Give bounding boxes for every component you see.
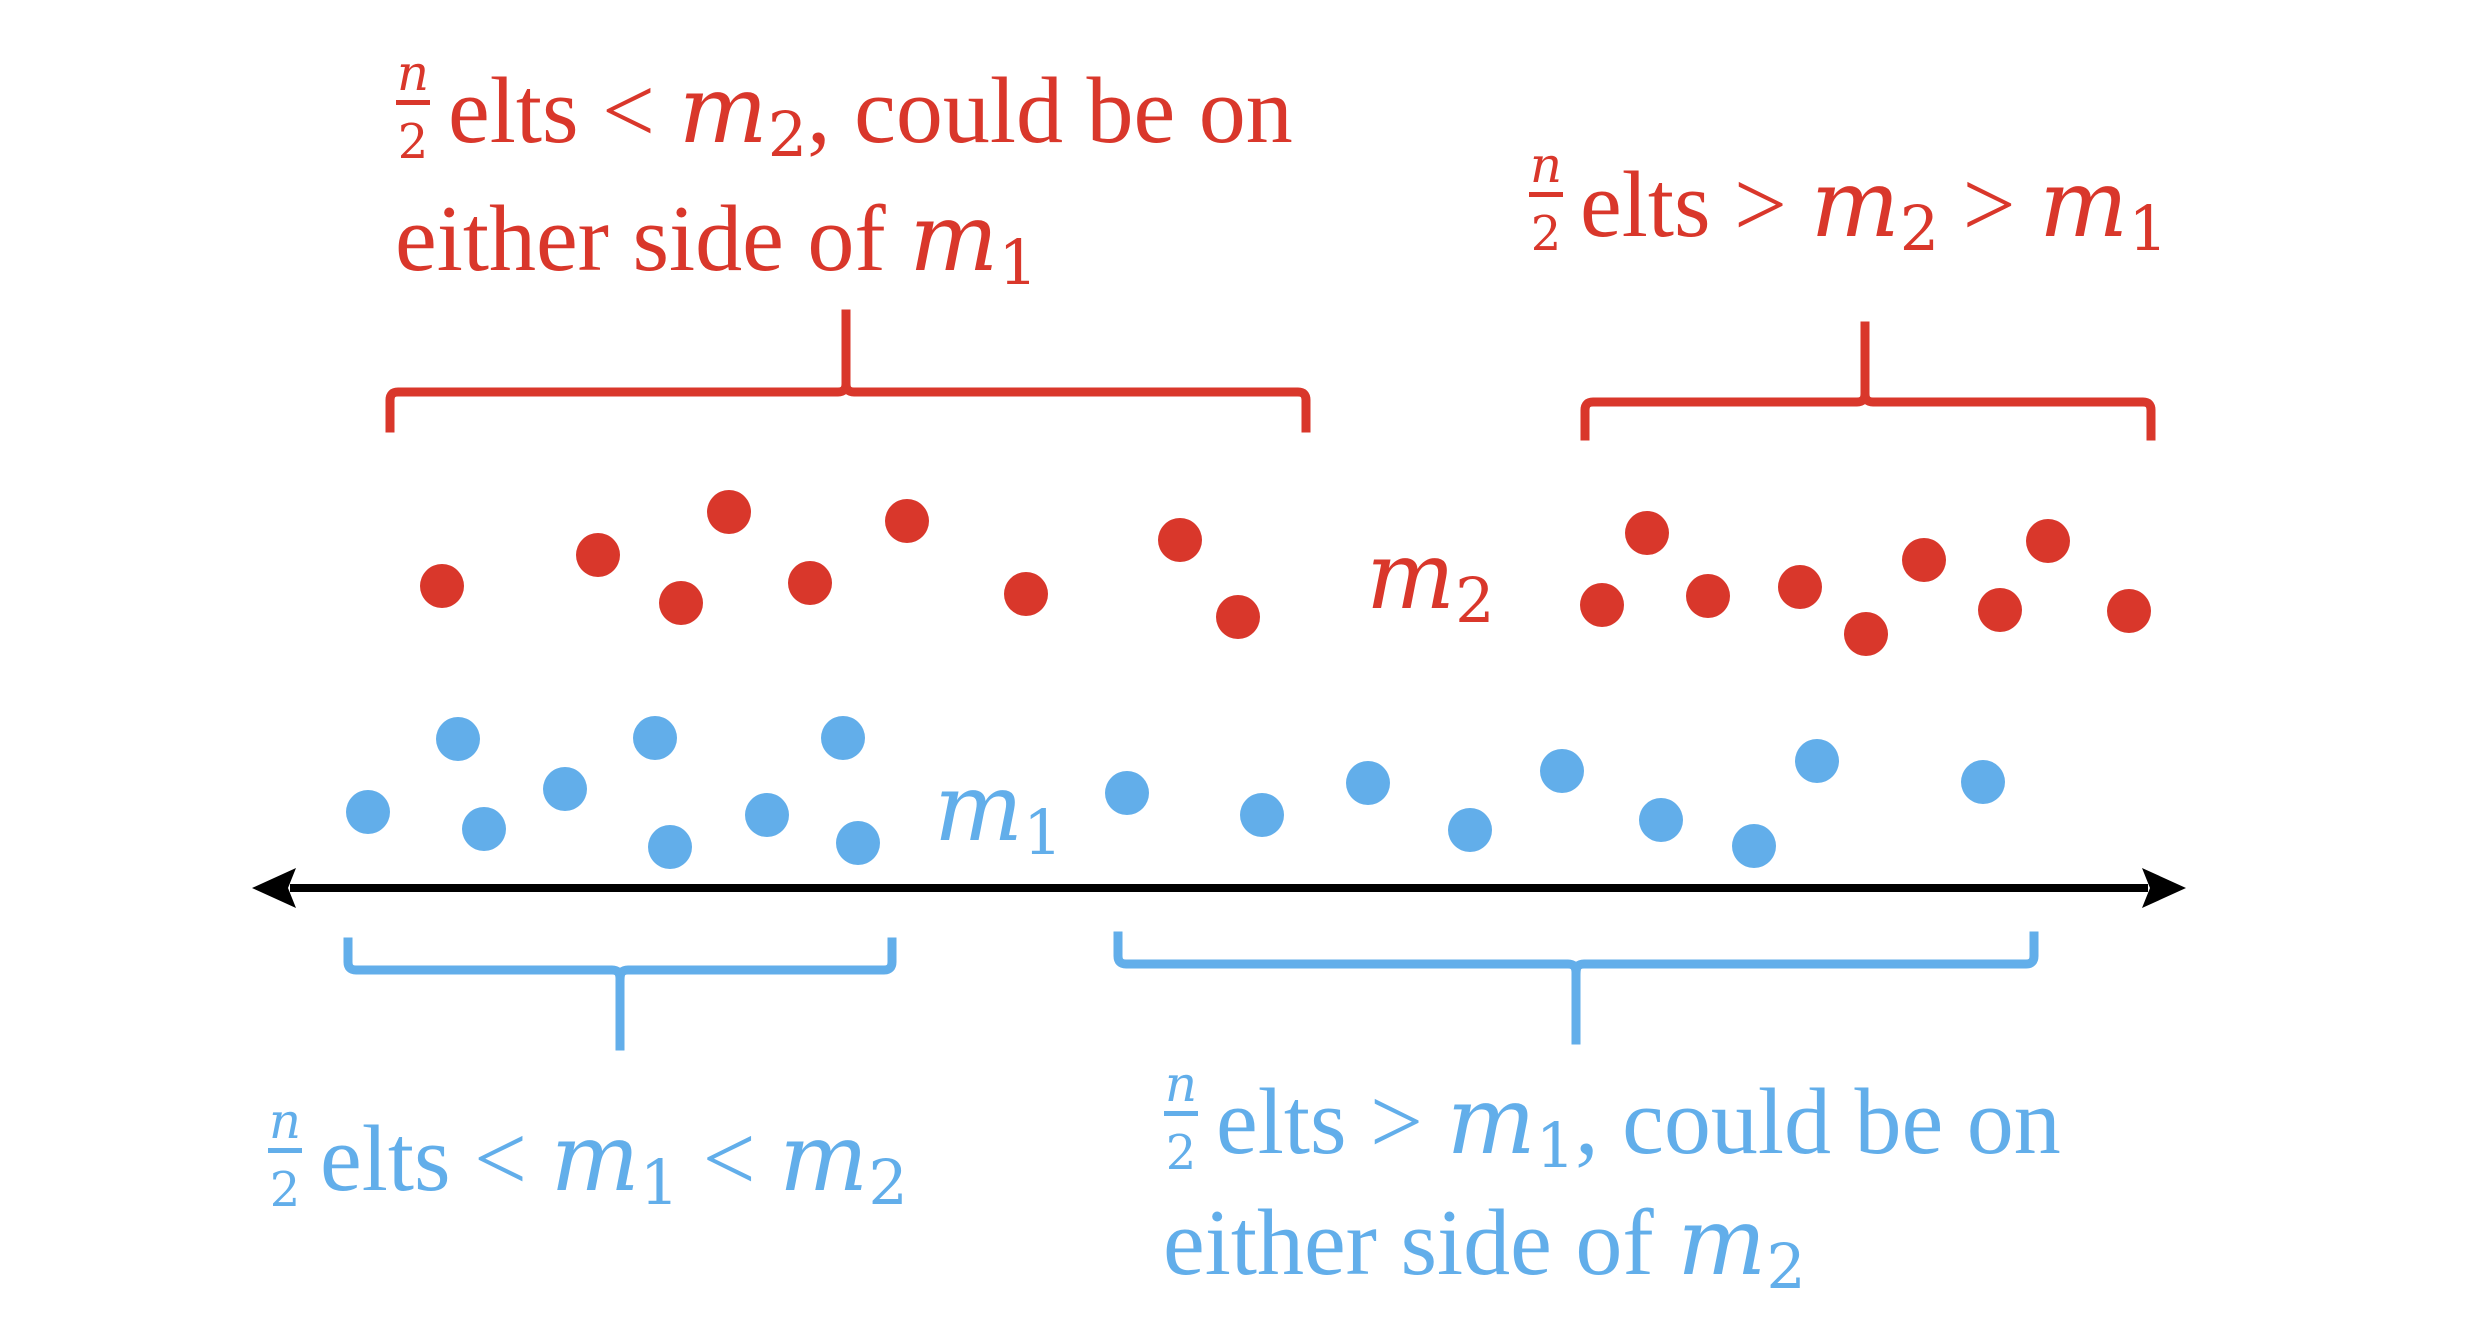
red-dot — [1625, 511, 1669, 555]
blue-dot — [543, 767, 587, 811]
frac-denominator: 2 — [270, 1162, 301, 1218]
red-dot — [1902, 538, 1946, 582]
frac-bar — [268, 1148, 302, 1153]
red-right-label: n 2 elts > m2 > m1 — [1529, 136, 2168, 265]
blue-dot — [1639, 798, 1683, 842]
blue-dot — [1346, 761, 1390, 805]
blue-brace-right — [1113, 931, 2039, 1045]
blue-dot — [633, 716, 677, 760]
red-dot — [1216, 595, 1260, 639]
frac-bar — [1529, 192, 1563, 197]
blue-left-label: n 2 elts < m1 < m2 — [268, 1092, 908, 1219]
frac-bar — [396, 100, 430, 105]
blue-right-label-line2: either side of m2 — [1163, 1188, 1806, 1303]
blue-brace-left — [343, 937, 897, 1051]
blue-dot — [648, 825, 692, 869]
blue-dot — [836, 821, 880, 865]
frac-denominator: 2 — [398, 114, 429, 170]
blue-dot — [1540, 749, 1584, 793]
blue-right-label-line1: elts > m1, could be on — [1216, 1067, 2061, 1182]
red-dot — [420, 564, 464, 608]
blue-left-label-text: elts < m1 < m2 — [320, 1104, 908, 1219]
number-line — [252, 868, 2186, 908]
frac-bar — [1164, 1111, 1198, 1116]
red-dot — [1580, 583, 1624, 627]
frac-denominator: 2 — [1166, 1125, 1197, 1181]
red-dot — [576, 533, 620, 577]
blue-dot — [1240, 793, 1284, 837]
red-dot — [1978, 588, 2022, 632]
blue-dot — [346, 790, 390, 834]
red-dot — [2107, 589, 2151, 633]
red-dots — [420, 490, 2151, 656]
red-dot — [707, 490, 751, 534]
red-brace-left — [385, 309, 1311, 433]
frac-numerator: n — [397, 44, 429, 102]
blue-dots — [346, 716, 2005, 869]
m1-marker: m1 — [934, 754, 1063, 869]
red-dot — [788, 561, 832, 605]
red-dot — [2026, 519, 2070, 563]
blue-dot — [1732, 824, 1776, 868]
frac-numerator: n — [1165, 1055, 1197, 1113]
m2-marker: m2 — [1366, 522, 1495, 637]
red-dot — [1004, 572, 1048, 616]
red-dot — [1686, 574, 1730, 618]
red-dot — [1158, 518, 1202, 562]
red-dot — [885, 499, 929, 543]
blue-dot — [462, 807, 506, 851]
red-right-label-text: elts > m2 > m1 — [1580, 150, 2168, 265]
red-dot — [1844, 612, 1888, 656]
blue-dot — [821, 716, 865, 760]
red-top-label: n 2 elts < m2, could be on either side o… — [395, 44, 1293, 299]
blue-dot — [1795, 739, 1839, 783]
frac-numerator: n — [1530, 136, 1562, 194]
red-top-label-line2: either side of m1 — [395, 184, 1038, 299]
blue-dot — [1448, 808, 1492, 852]
blue-dot — [436, 717, 480, 761]
blue-dot — [745, 793, 789, 837]
blue-dot — [1105, 771, 1149, 815]
red-dot — [659, 581, 703, 625]
red-brace-right — [1580, 321, 2156, 441]
red-dot — [1778, 565, 1822, 609]
red-top-label-line1: elts < m2, could be on — [448, 56, 1293, 171]
arrow-right-icon — [2142, 868, 2186, 908]
arrow-left-icon — [252, 868, 296, 908]
blue-right-label: n 2 elts > m1, could be on either side o… — [1163, 1055, 2061, 1303]
frac-numerator: n — [269, 1092, 301, 1150]
blue-dot — [1961, 760, 2005, 804]
frac-denominator: 2 — [1531, 206, 1562, 262]
